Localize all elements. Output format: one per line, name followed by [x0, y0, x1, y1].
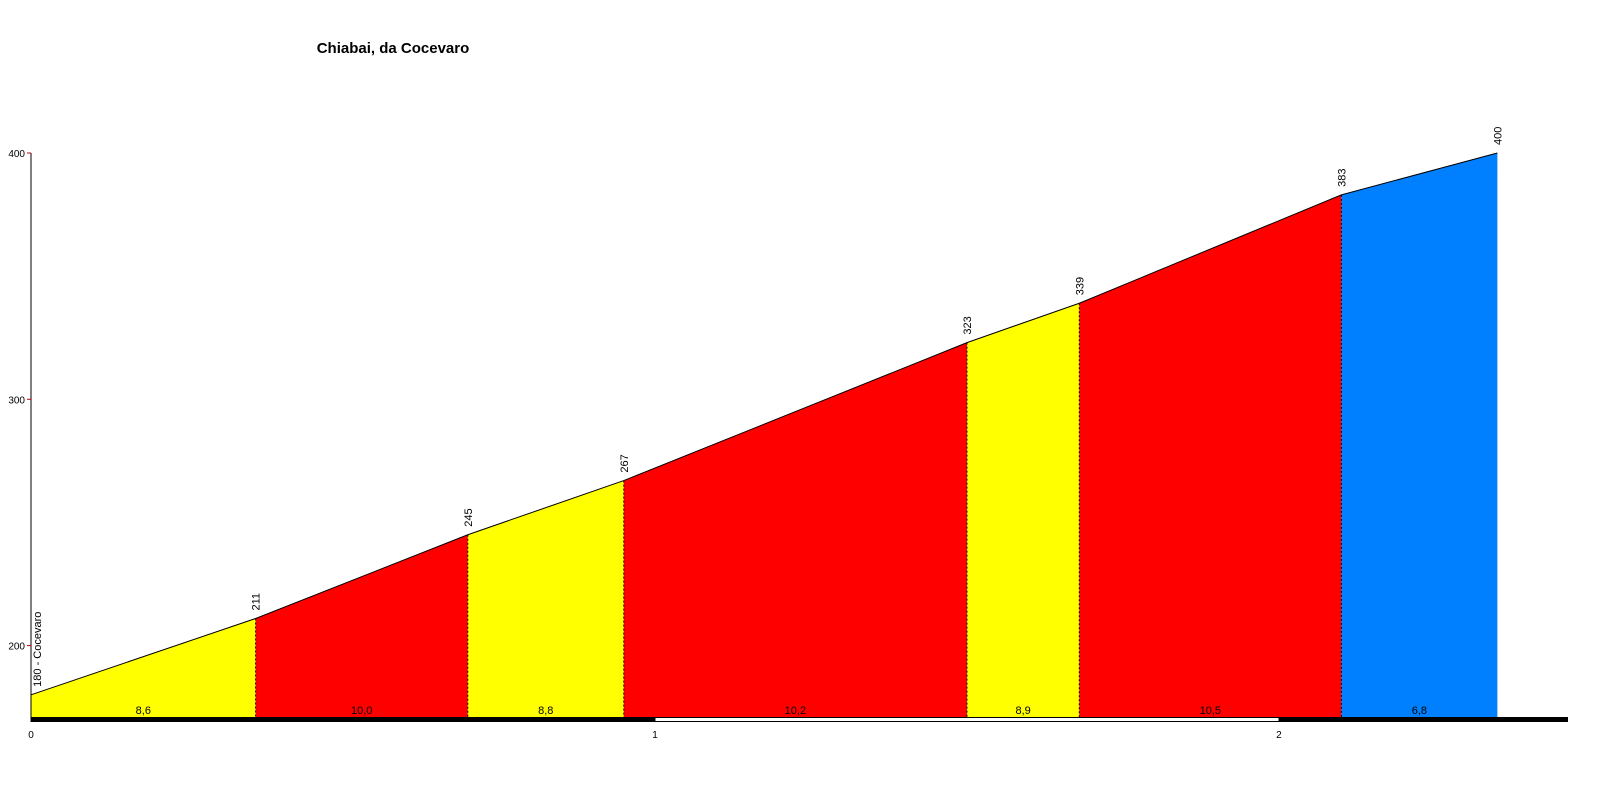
elevation-label: 323 [962, 316, 974, 334]
elevation-label: 211 [251, 593, 263, 611]
y-tick-label: 200 [8, 642, 25, 653]
gradient-label: 10,5 [1200, 705, 1221, 717]
y-tick-label: 300 [8, 395, 25, 406]
elevation-label: 245 [463, 508, 475, 526]
gradient-label: 8,8 [538, 705, 553, 717]
elevation-label: 339 [1074, 277, 1086, 295]
elevation-label: 267 [619, 454, 631, 472]
x-tick-label: 2 [1276, 730, 1282, 741]
gradient-label: 8,6 [136, 705, 151, 717]
elevation-label: 180 - Cocevaro [32, 612, 44, 687]
gradient-segment [31, 618, 256, 717]
gradient-label: 10,0 [351, 705, 372, 717]
elevation-label: 400 [1492, 127, 1504, 145]
gradient-label: 10,2 [785, 705, 806, 717]
gradient-segment [966, 303, 1080, 717]
profile-line [30, 152, 1498, 696]
gradient-segment [1079, 194, 1342, 717]
gradient-segment [467, 480, 624, 717]
x-tick-label: 1 [652, 730, 658, 741]
elevation-label: 383 [1336, 169, 1348, 187]
distance-bar-white [654, 718, 1279, 721]
gradient-label: 6,8 [1412, 705, 1427, 717]
x-tick-label: 0 [28, 730, 34, 741]
gradient-segment [1341, 153, 1498, 717]
chart-title: Chiabai, da Cocevaro [317, 40, 470, 57]
gradient-segment [255, 534, 468, 717]
y-tick-label: 400 [8, 149, 25, 160]
gradient-label: 8,9 [1015, 705, 1030, 717]
gradient-segment [623, 342, 967, 717]
